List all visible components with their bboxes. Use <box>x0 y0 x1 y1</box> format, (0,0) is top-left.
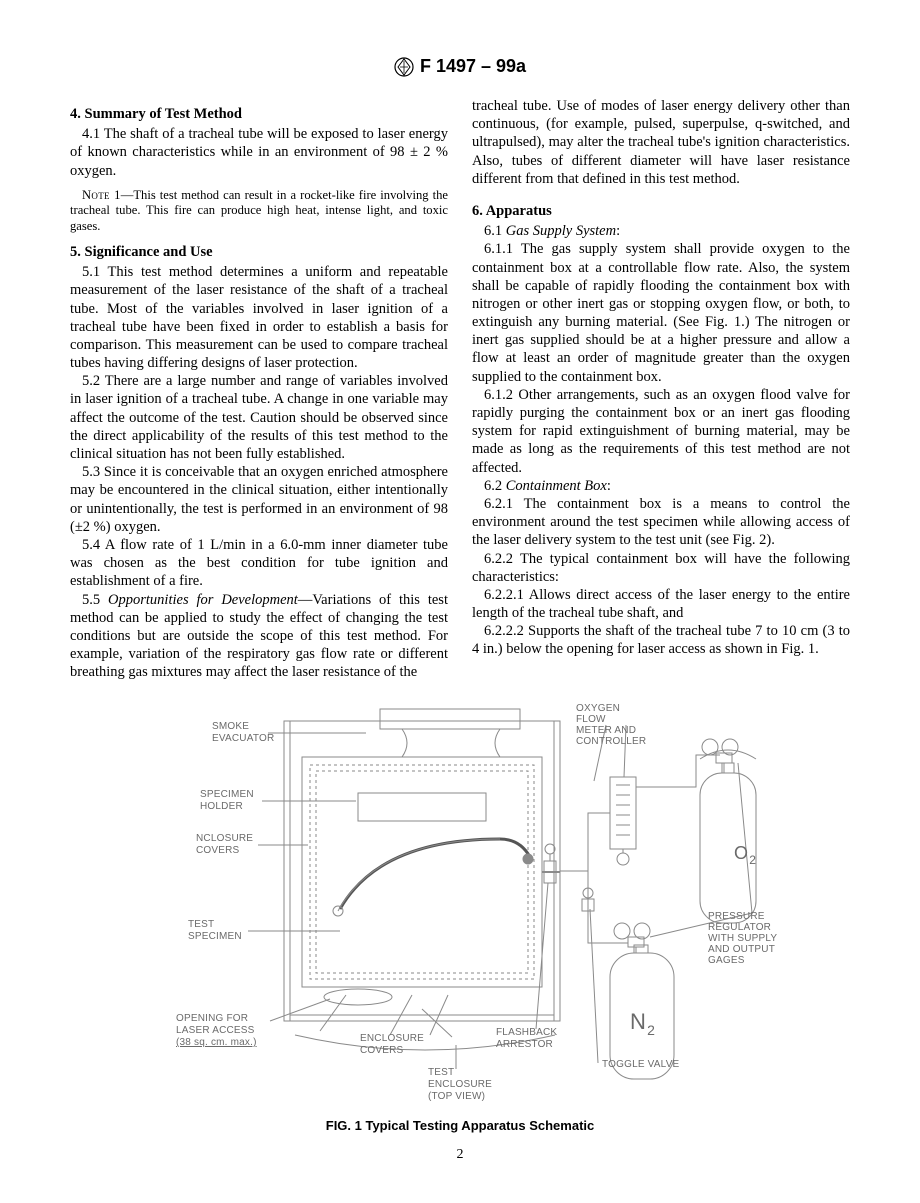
fig1-label-specimen-holder-l2: HOLDER <box>200 801 243 812</box>
fig1-label-press-l3: WITH SUPPLY <box>708 933 777 944</box>
para-5-4: 5.4 A flow rate of 1 L/min in a 6.0-mm i… <box>70 536 448 591</box>
page-number: 2 <box>70 1147 850 1163</box>
para-5-2: 5.2 There are a large number and range o… <box>70 372 448 463</box>
para-5-1: 5.1 This test method determines a unifor… <box>70 263 448 372</box>
fig1-label-o2meter-l1: OXYGEN <box>576 703 620 714</box>
section-4-heading: 4. Summary of Test Method <box>70 105 448 123</box>
fig1-label-opening-l3: (38 sq. cm. max.) <box>176 1037 257 1048</box>
fig1-label-test-encl-l2: ENCLOSURE <box>428 1079 492 1090</box>
para-5-5-cont: tracheal tube. Use of modes of laser ene… <box>472 97 850 188</box>
fig1-label-nclosure-l1: NCLOSURE <box>196 833 253 844</box>
section-5-heading: 5. Significance and Use <box>70 243 448 261</box>
fig1-label-smoke-evacuator-l2: EVACUATOR <box>212 733 274 744</box>
figure-1-caption: FIG. 1 Typical Testing Apparatus Schemat… <box>70 1118 850 1133</box>
figure-1: SMOKE EVACUATOR SPECIMEN HOLDER NCLOSURE… <box>70 699 850 1133</box>
figure-1-svg: SMOKE EVACUATOR SPECIMEN HOLDER NCLOSURE… <box>140 699 780 1109</box>
fig1-label-test-specimen-l2: SPECIMEN <box>188 931 242 942</box>
para-6-2-2: 6.2.2 The typical containment box will h… <box>472 550 850 586</box>
doc-number: F 1497 – 99a <box>420 56 526 77</box>
fig1-label-press-l1: PRESSURE <box>708 911 765 922</box>
fig1-label-test-specimen-l1: TEST <box>188 919 214 930</box>
fig1-label-opening-l1: OPENING FOR <box>176 1013 248 1024</box>
note-1-label: Note 1 <box>82 188 121 202</box>
fig1-label-specimen-holder-l1: SPECIMEN <box>200 789 254 800</box>
right-column: tracheal tube. Use of modes of laser ene… <box>472 97 850 681</box>
para-4-1: 4.1 The shaft of a tracheal tube will be… <box>70 125 448 180</box>
section-6-heading: 6. Apparatus <box>472 202 850 220</box>
astm-logo <box>394 57 414 77</box>
fig1-label-o2meter-l2: FLOW <box>576 714 606 725</box>
fig1-label-encl-covers-l2: COVERS <box>360 1045 404 1056</box>
fig1-label-press-l5: GAGES <box>708 955 745 966</box>
para-6-2: 6.2 Containment Box: <box>472 477 850 495</box>
para-6-1: 6.1 Gas Supply System: <box>472 222 850 240</box>
para-6-2-2-1: 6.2.2.1 Allows direct access of the lase… <box>472 586 850 622</box>
fig1-label-opening-l2: LASER ACCESS <box>176 1025 255 1036</box>
fig1-label-flashback-l1: FLASHBACK <box>496 1027 557 1038</box>
para-6-2-2-2: 6.2.2.2 Supports the shaft of the trache… <box>472 622 850 658</box>
note-1: Note 1—This test method can result in a … <box>70 188 448 235</box>
para-6-2-1: 6.2.1 The containment box is a means to … <box>472 495 850 550</box>
fig1-label-nclosure-l2: COVERS <box>196 845 240 856</box>
fig1-label-press-l2: REGULATOR <box>708 922 771 933</box>
para-6-1-2: 6.1.2 Other arrangements, such as an oxy… <box>472 386 850 477</box>
fig1-label-test-encl-l3: (TOP VIEW) <box>428 1091 485 1102</box>
note-1-body: —This test method can result in a rocket… <box>70 188 448 233</box>
para-5-3: 5.3 Since it is conceivable that an oxyg… <box>70 463 448 536</box>
fig1-label-encl-covers-l1: ENCLOSURE <box>360 1033 424 1044</box>
fig1-label-toggle: TOGGLE VALVE <box>602 1059 680 1070</box>
fig1-label-smoke-evacuator-l1: SMOKE <box>212 721 249 732</box>
left-column: 4. Summary of Test Method 4.1 The shaft … <box>70 97 448 681</box>
fig1-label-press-l4: AND OUTPUT <box>708 944 775 955</box>
fig1-label-test-encl-l1: TEST <box>428 1067 454 1078</box>
fig1-label-o2meter-l4: CONTROLLER <box>576 736 646 747</box>
fig1-label-flashback-l2: ARRESTOR <box>496 1039 553 1050</box>
doc-header: F 1497 – 99a <box>70 56 850 77</box>
fig1-label-n2: N2 <box>630 1009 655 1038</box>
para-6-1-1: 6.1.1 The gas supply system shall provid… <box>472 240 850 386</box>
fig1-label-o2meter-l3: METER AND <box>576 725 636 736</box>
para-5-5: 5.5 Opportunities for Development—Variat… <box>70 591 448 682</box>
fig1-label-o2: O2 <box>734 843 756 867</box>
